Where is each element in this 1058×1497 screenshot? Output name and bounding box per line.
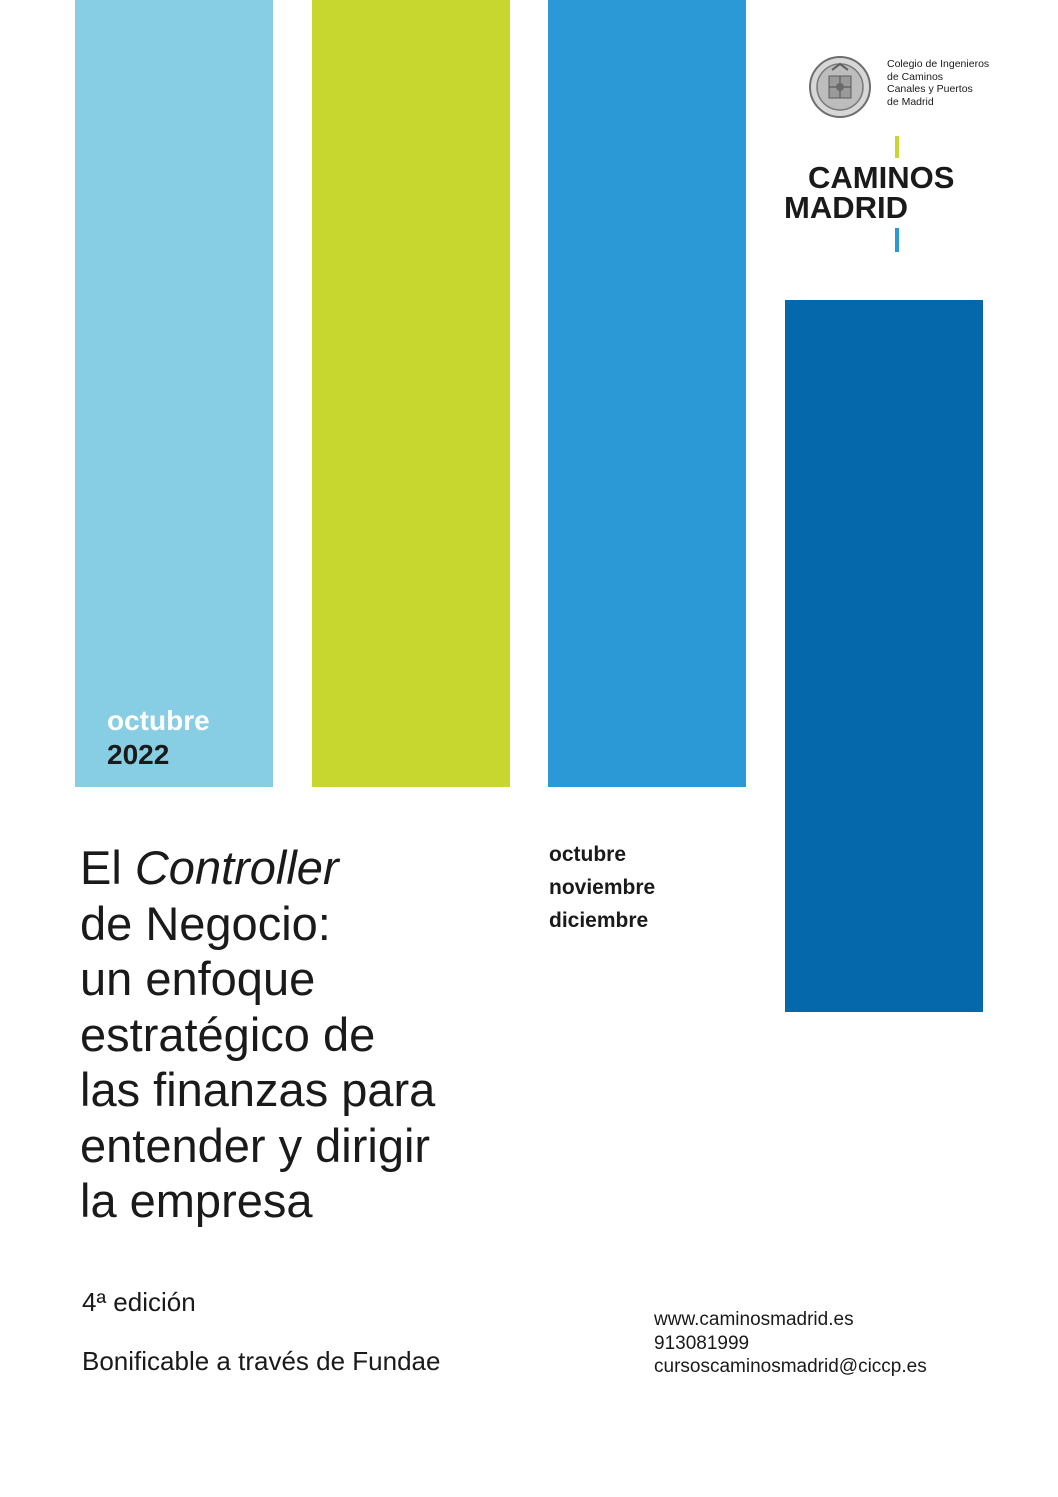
college-logo: Colegio de Ingenieros de Caminos Canales… xyxy=(808,55,1018,125)
course-title: El Controller de Negocio: un enfoque est… xyxy=(80,840,550,1229)
month-item: noviembre xyxy=(549,876,656,899)
caminos-madrid-logo: CAMINOS MADRID xyxy=(784,136,984,254)
title-line: entender y dirigir xyxy=(80,1118,431,1172)
logo-accent-bar-lime xyxy=(895,136,899,158)
decorative-bar-light-blue xyxy=(75,0,273,787)
cover-date-month: octubre xyxy=(107,705,210,736)
website-link[interactable]: www.caminosmadrid.es xyxy=(654,1309,854,1330)
logo-accent-bar-blue xyxy=(895,228,899,252)
course-months: octubre noviembre diciembre xyxy=(549,838,655,937)
title-line: estratégico de xyxy=(80,1007,376,1061)
title-line: la empresa xyxy=(80,1174,313,1227)
month-item: diciembre xyxy=(549,909,649,932)
college-name: Colegio de Ingenieros de Caminos Canales… xyxy=(887,58,989,108)
title-line: un enfoque xyxy=(80,952,316,1005)
decorative-bar-lime xyxy=(312,0,510,787)
title-line: El Controller xyxy=(80,840,550,896)
title-prefix: El xyxy=(80,841,135,894)
college-name-line: Canales y Puertos xyxy=(887,83,973,95)
title-italic-word: Controller xyxy=(134,841,339,894)
college-name-line: de Caminos xyxy=(887,70,944,83)
logo-text: MADR xyxy=(784,190,877,225)
logo-text: I xyxy=(878,160,888,195)
bonificable-note: Bonificable a través de Fundae xyxy=(82,1346,441,1376)
edition-label: 4ª edición xyxy=(82,1287,196,1317)
logo-text: I xyxy=(877,190,886,225)
cover-date-year: 2022 xyxy=(107,739,170,770)
logo-text: NOS xyxy=(887,160,955,195)
logo-text: CAM xyxy=(808,160,879,195)
decorative-bar-dark-blue xyxy=(785,300,983,1012)
logo-word-madrid: MADRID xyxy=(784,192,908,224)
logo-text: D xyxy=(885,190,909,225)
email-link[interactable]: cursoscaminosmadrid@ciccp.es xyxy=(654,1356,927,1377)
decorative-bar-blue xyxy=(548,0,746,787)
college-name-line: Colegio de Ingenieros xyxy=(887,58,990,70)
title-line: las finanzas para xyxy=(80,1063,436,1116)
college-seal-icon xyxy=(809,56,871,118)
college-name-line: de Madrid xyxy=(887,95,934,108)
title-line: de Negocio: xyxy=(80,896,331,950)
logo-word-caminos: CAMINOS xyxy=(808,162,954,194)
month-item: octubre xyxy=(549,843,627,866)
phone-number[interactable]: 913081999 xyxy=(654,1332,750,1354)
contact-info: www.caminosmadrid.es 913081999 cursoscam… xyxy=(654,1308,927,1379)
